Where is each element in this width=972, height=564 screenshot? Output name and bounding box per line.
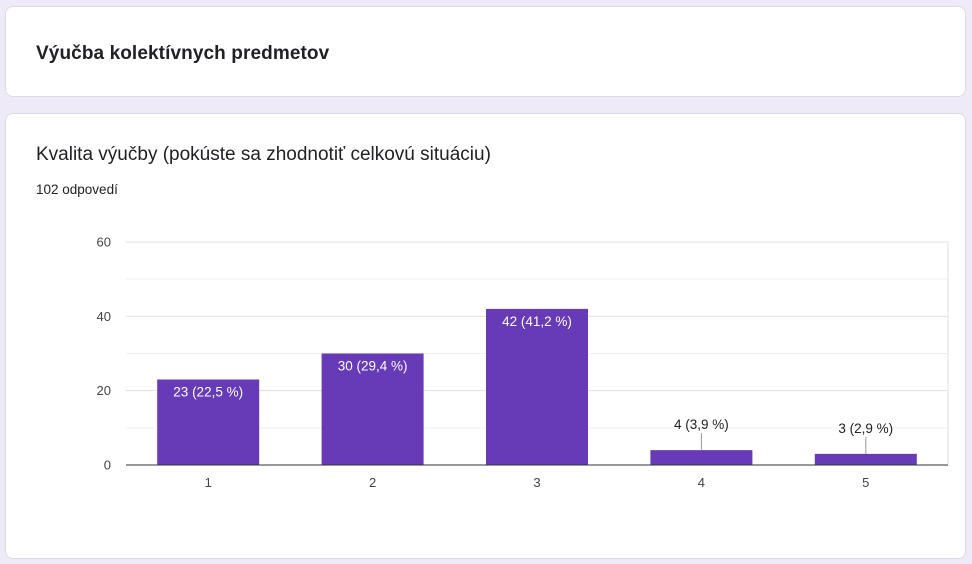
section-title: Výučba kolektívnych predmetov — [36, 43, 330, 64]
x-tick-label: 2 — [369, 475, 376, 490]
section-header-card: Výučba kolektívnych predmetov — [5, 6, 966, 97]
y-tick-label: 40 — [97, 309, 111, 324]
data-label: 4 (3,9 %) — [674, 417, 729, 432]
data-label: 42 (41,2 %) — [502, 314, 572, 329]
x-tick-label: 3 — [533, 475, 540, 490]
data-label: 3 (2,9 %) — [838, 421, 893, 436]
bar — [650, 450, 753, 465]
y-tick-label: 20 — [97, 383, 111, 398]
data-label: 30 (29,4 %) — [338, 359, 408, 374]
question-title: Kvalita výučby (pokúste sa zhodnotiť cel… — [36, 144, 491, 165]
bar — [486, 308, 588, 465]
x-tick-label: 4 — [698, 475, 705, 490]
x-tick-label: 1 — [205, 475, 212, 490]
y-tick-label: 60 — [97, 235, 111, 250]
bar — [157, 379, 260, 465]
bar — [321, 353, 424, 465]
y-tick-label: 0 — [104, 458, 111, 473]
data-label: 23 (22,5 %) — [173, 385, 243, 400]
question-card: Kvalita výučby (pokúste sa zhodnotiť cel… — [5, 113, 966, 559]
bar — [814, 453, 917, 465]
x-tick-label: 5 — [862, 475, 869, 490]
response-count: 102 odpovedí — [36, 182, 118, 197]
